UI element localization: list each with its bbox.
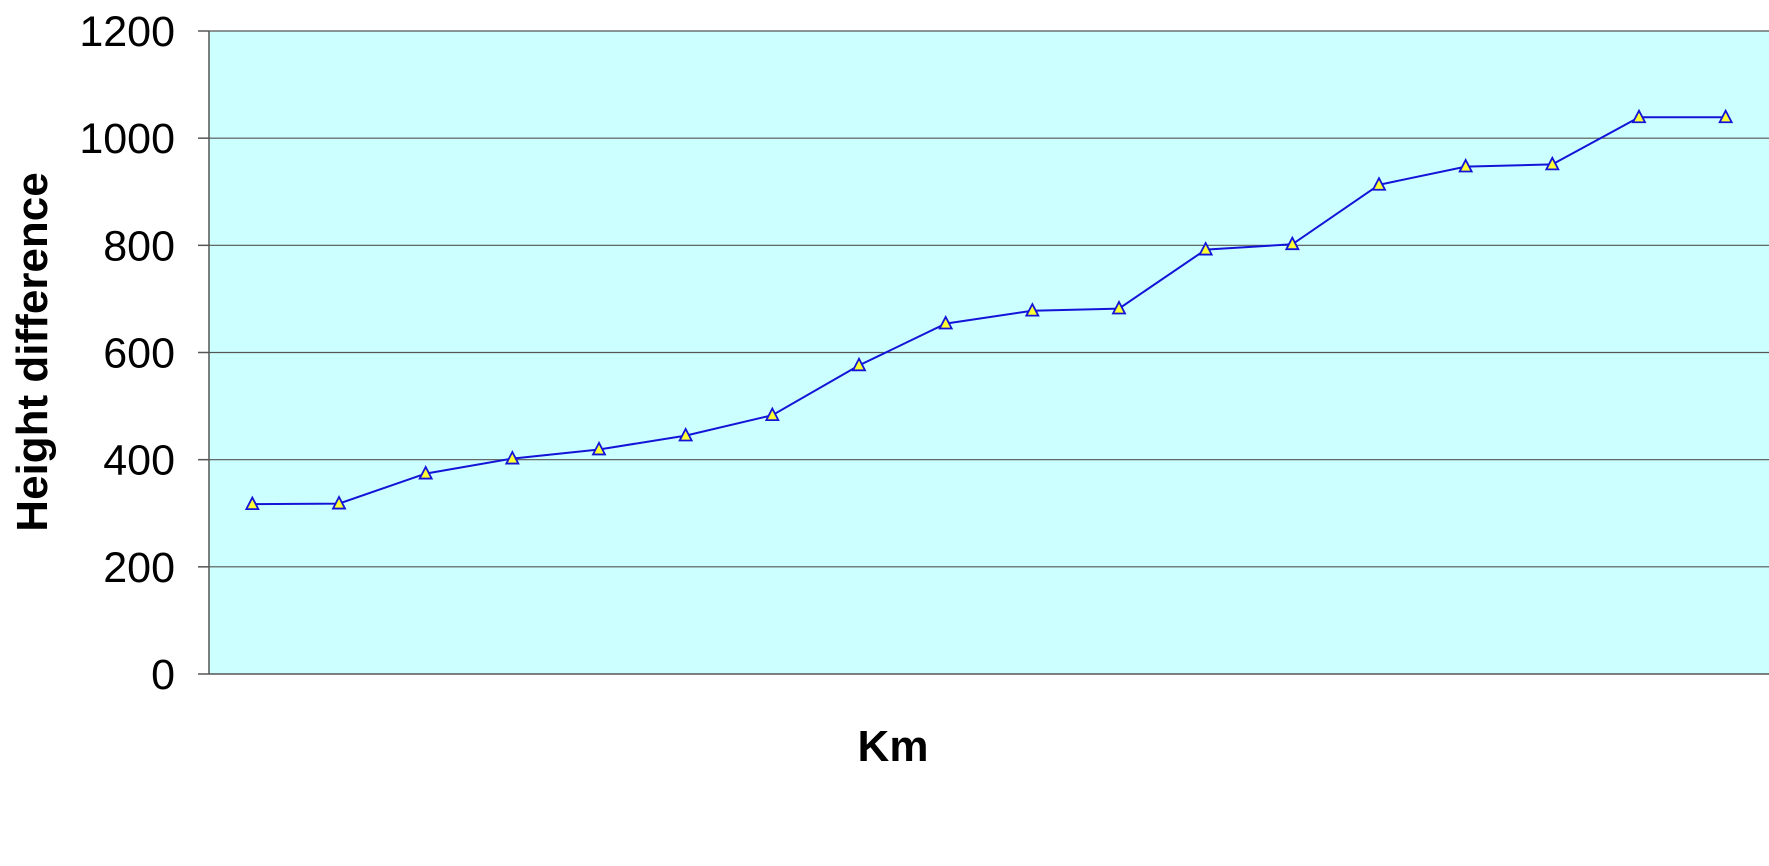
data-point <box>418 465 434 480</box>
y-axis <box>198 30 1769 675</box>
y-tick-label: 1000 <box>79 115 175 163</box>
data-point <box>1718 108 1734 124</box>
data-point <box>504 450 520 465</box>
y-tick-label: 200 <box>103 544 175 592</box>
series-line <box>252 116 1726 506</box>
y-tick-label: 0 <box>151 651 175 699</box>
data-point <box>331 495 347 510</box>
y-tick-label: 800 <box>103 222 175 270</box>
data-point <box>1371 176 1387 191</box>
gridlines <box>209 30 1769 568</box>
data-point <box>851 356 867 372</box>
y-tick-labels: 0 200 400 600 800 1000 1200 <box>79 8 175 699</box>
series-group <box>244 108 1734 510</box>
data-point <box>1458 158 1474 173</box>
data-point <box>244 495 260 510</box>
y-tick-label: 400 <box>103 437 175 485</box>
y-tick-label: 1200 <box>79 8 175 56</box>
data-point <box>1024 302 1040 317</box>
data-point <box>764 406 780 422</box>
x-axis-title: Km <box>858 722 929 771</box>
data-point <box>591 440 607 456</box>
data-point <box>1284 235 1300 251</box>
data-point <box>678 427 694 442</box>
y-tick-label: 600 <box>103 330 175 378</box>
data-point <box>1198 241 1214 256</box>
data-point <box>1544 155 1560 171</box>
data-point <box>1111 300 1127 315</box>
data-point <box>938 315 954 330</box>
data-point <box>1631 108 1647 124</box>
y-axis-title: Height difference <box>8 172 57 531</box>
